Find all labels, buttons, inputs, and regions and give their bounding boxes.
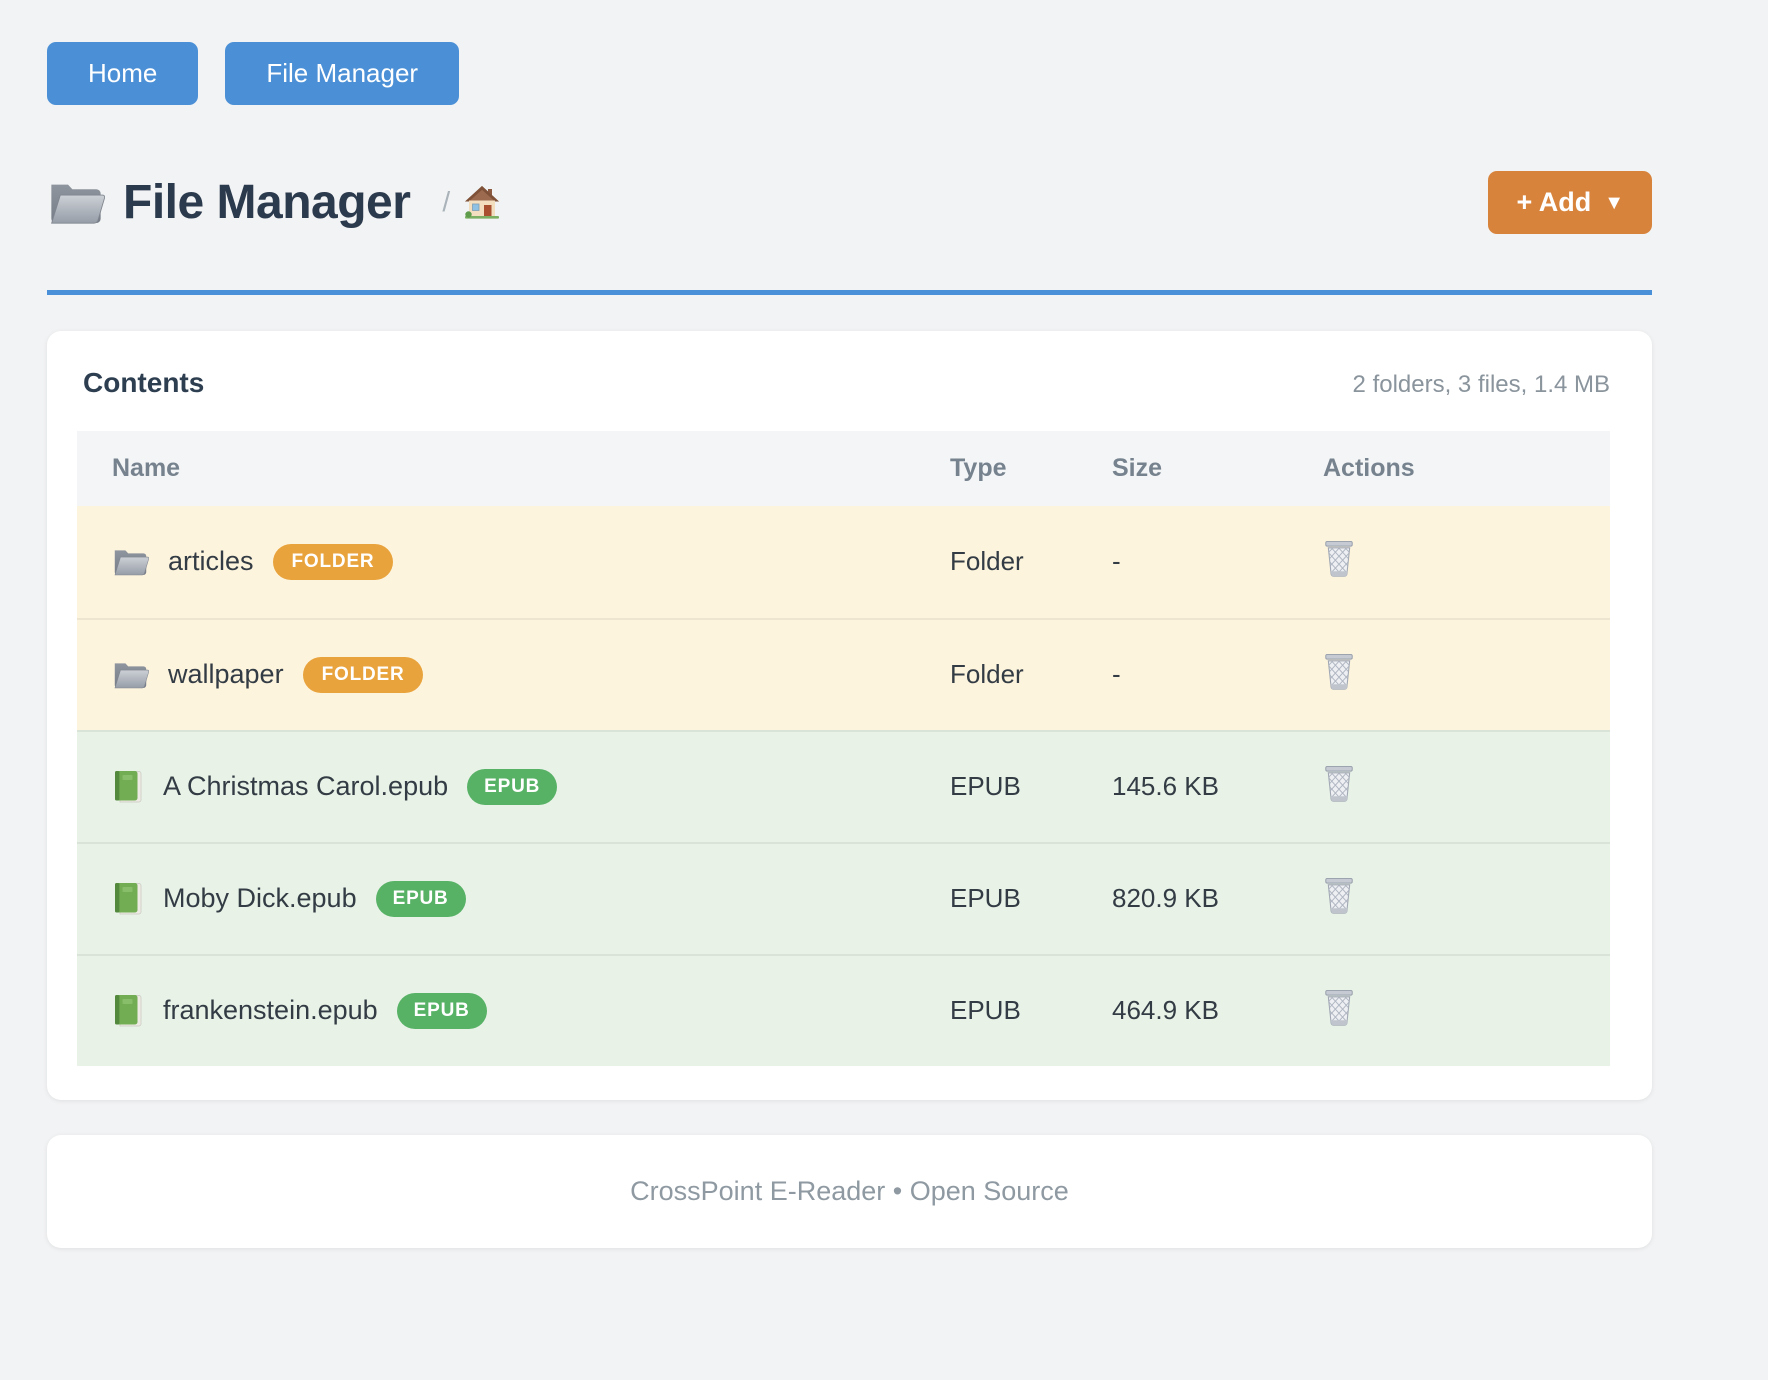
file-name: A Christmas Carol.epub xyxy=(163,771,449,802)
column-header-name: Name xyxy=(112,453,181,482)
column-header-actions: Actions xyxy=(1323,453,1415,482)
file-size: 464.9 KB xyxy=(1112,995,1219,1026)
folder-icon xyxy=(112,545,149,578)
contents-card: Contents 2 folders, 3 files, 1.4 MB Name… xyxy=(47,330,1652,1100)
file-actions-cell xyxy=(1288,876,1610,922)
file-actions-cell xyxy=(1288,764,1610,810)
delete-button[interactable] xyxy=(1323,764,1355,803)
add-button[interactable]: + Add ▼ xyxy=(1488,170,1652,234)
file-name-cell: A Christmas Carol.epub EPUB xyxy=(77,768,915,805)
house-icon[interactable] xyxy=(464,184,500,220)
contents-summary: 2 folders, 3 files, 1.4 MB xyxy=(1352,370,1610,398)
file-name-cell: Moby Dick.epub EPUB xyxy=(77,880,915,917)
footer-text: CrossPoint E-Reader • Open Source xyxy=(630,1175,1069,1206)
file-size: - xyxy=(1112,659,1121,690)
header-divider xyxy=(47,289,1652,295)
book-icon xyxy=(112,993,144,1029)
file-name: wallpaper xyxy=(168,659,284,690)
top-toolbar: Home File Manager xyxy=(47,42,1652,105)
book-icon xyxy=(112,881,144,917)
type-badge: EPUB xyxy=(396,992,487,1029)
file-table-body: articles FOLDER Folder - wallpaper FOLDE… xyxy=(77,505,1610,1066)
contents-heading: Contents xyxy=(83,366,205,398)
file-size: - xyxy=(1112,546,1121,577)
breadcrumb-separator: / xyxy=(442,186,451,218)
breadcrumb: / xyxy=(442,184,500,220)
column-header-size: Size xyxy=(1112,453,1163,482)
page-header: File Manager / + Add ▼ xyxy=(47,170,1652,234)
delete-button[interactable] xyxy=(1323,539,1355,578)
table-row[interactable]: Moby Dick.epub EPUB EPUB 820.9 KB xyxy=(77,841,1610,954)
type-badge: FOLDER xyxy=(302,656,424,693)
file-name-cell: frankenstein.epub EPUB xyxy=(77,992,915,1029)
file-type: Folder xyxy=(950,546,1024,577)
file-manager-page: Home File Manager File Manager / + Add ▼… xyxy=(47,42,1652,1248)
footer-card: CrossPoint E-Reader • Open Source xyxy=(47,1134,1652,1248)
file-table-header: Name Type Size Actions xyxy=(77,430,1610,506)
file-name: frankenstein.epub xyxy=(163,995,378,1026)
delete-button[interactable] xyxy=(1323,652,1355,691)
page-title: File Manager xyxy=(123,175,411,229)
trash-icon xyxy=(1323,764,1355,803)
folder-icon xyxy=(112,658,149,691)
table-row[interactable]: frankenstein.epub EPUB EPUB 464.9 KB xyxy=(77,953,1610,1066)
file-actions-cell xyxy=(1288,652,1610,698)
column-header-type: Type xyxy=(950,453,1007,482)
file-name-cell: wallpaper FOLDER xyxy=(77,656,915,693)
type-badge: EPUB xyxy=(375,880,466,917)
table-row[interactable]: wallpaper FOLDER Folder - xyxy=(77,617,1610,730)
type-badge: FOLDER xyxy=(272,543,394,580)
file-actions-cell xyxy=(1288,988,1610,1034)
delete-button[interactable] xyxy=(1323,988,1355,1027)
file-table: Name Type Size Actions articles FOLDER F… xyxy=(77,430,1610,1066)
home-button[interactable]: Home xyxy=(47,42,199,105)
type-badge: EPUB xyxy=(467,768,558,805)
add-button-label: + Add xyxy=(1516,186,1592,217)
table-row[interactable]: A Christmas Carol.epub EPUB EPUB 145.6 K… xyxy=(77,729,1610,842)
file-size: 145.6 KB xyxy=(1112,771,1219,802)
file-actions-cell xyxy=(1288,539,1610,585)
table-row[interactable]: articles FOLDER Folder - xyxy=(77,505,1610,618)
delete-button[interactable] xyxy=(1323,876,1355,915)
file-type: EPUB xyxy=(950,771,1021,802)
file-manager-button[interactable]: File Manager xyxy=(225,42,460,105)
folder-icon xyxy=(47,177,105,227)
file-name-cell: articles FOLDER xyxy=(77,543,915,580)
file-name: Moby Dick.epub xyxy=(163,883,357,914)
trash-icon xyxy=(1323,876,1355,915)
trash-icon xyxy=(1323,652,1355,691)
book-icon xyxy=(112,769,144,805)
chevron-down-icon: ▼ xyxy=(1604,191,1624,214)
file-type: EPUB xyxy=(950,995,1021,1026)
file-name: articles xyxy=(168,546,254,577)
file-type: EPUB xyxy=(950,883,1021,914)
file-size: 820.9 KB xyxy=(1112,883,1219,914)
trash-icon xyxy=(1323,988,1355,1027)
trash-icon xyxy=(1323,539,1355,578)
file-type: Folder xyxy=(950,659,1024,690)
